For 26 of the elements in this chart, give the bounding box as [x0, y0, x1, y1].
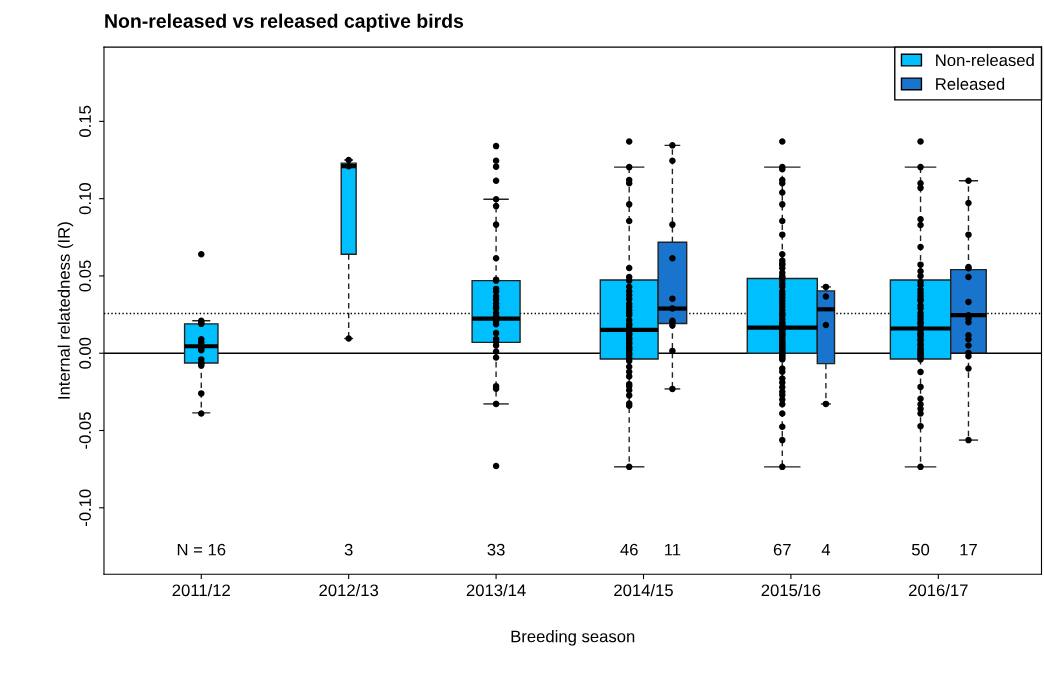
annotation: 17 [960, 543, 977, 556]
y-tick-label: 0.05 [79, 260, 91, 292]
y-tick-label: 0.10 [79, 183, 91, 215]
annotation: 50 [911, 543, 930, 556]
legend-label: Non-released [936, 53, 1034, 67]
x-axis-title: Breeding season [511, 630, 635, 646]
annotation: 4 [821, 543, 831, 556]
x-tick-label: 2016/17 [909, 583, 968, 597]
y-tick-label: -0.05 [79, 412, 91, 449]
annotation: 11 [665, 543, 681, 556]
x-tick-label: 2014/15 [614, 583, 673, 597]
x-tick-label: 2012/13 [319, 583, 379, 597]
x-tick-label: 2015/16 [761, 583, 821, 597]
x-tick-label: 2013/14 [466, 583, 526, 597]
annotation: N = 16 [177, 543, 226, 556]
legend-label: Released [936, 77, 1005, 90]
annotation: 46 [620, 543, 638, 556]
y-tick-label: -0.10 [79, 489, 91, 527]
annotation: 3 [344, 543, 353, 556]
annotation: 67 [773, 543, 791, 556]
y-axis-title: Internal relatedness (IR) [57, 222, 74, 399]
y-tick-label: 0.00 [79, 337, 91, 369]
y-tick-label: 0.15 [79, 105, 91, 137]
chart-title: Non-released vs released captive birds [105, 13, 464, 32]
x-tick-label: 2011/12 [172, 583, 230, 597]
annotation: 33 [487, 543, 505, 556]
